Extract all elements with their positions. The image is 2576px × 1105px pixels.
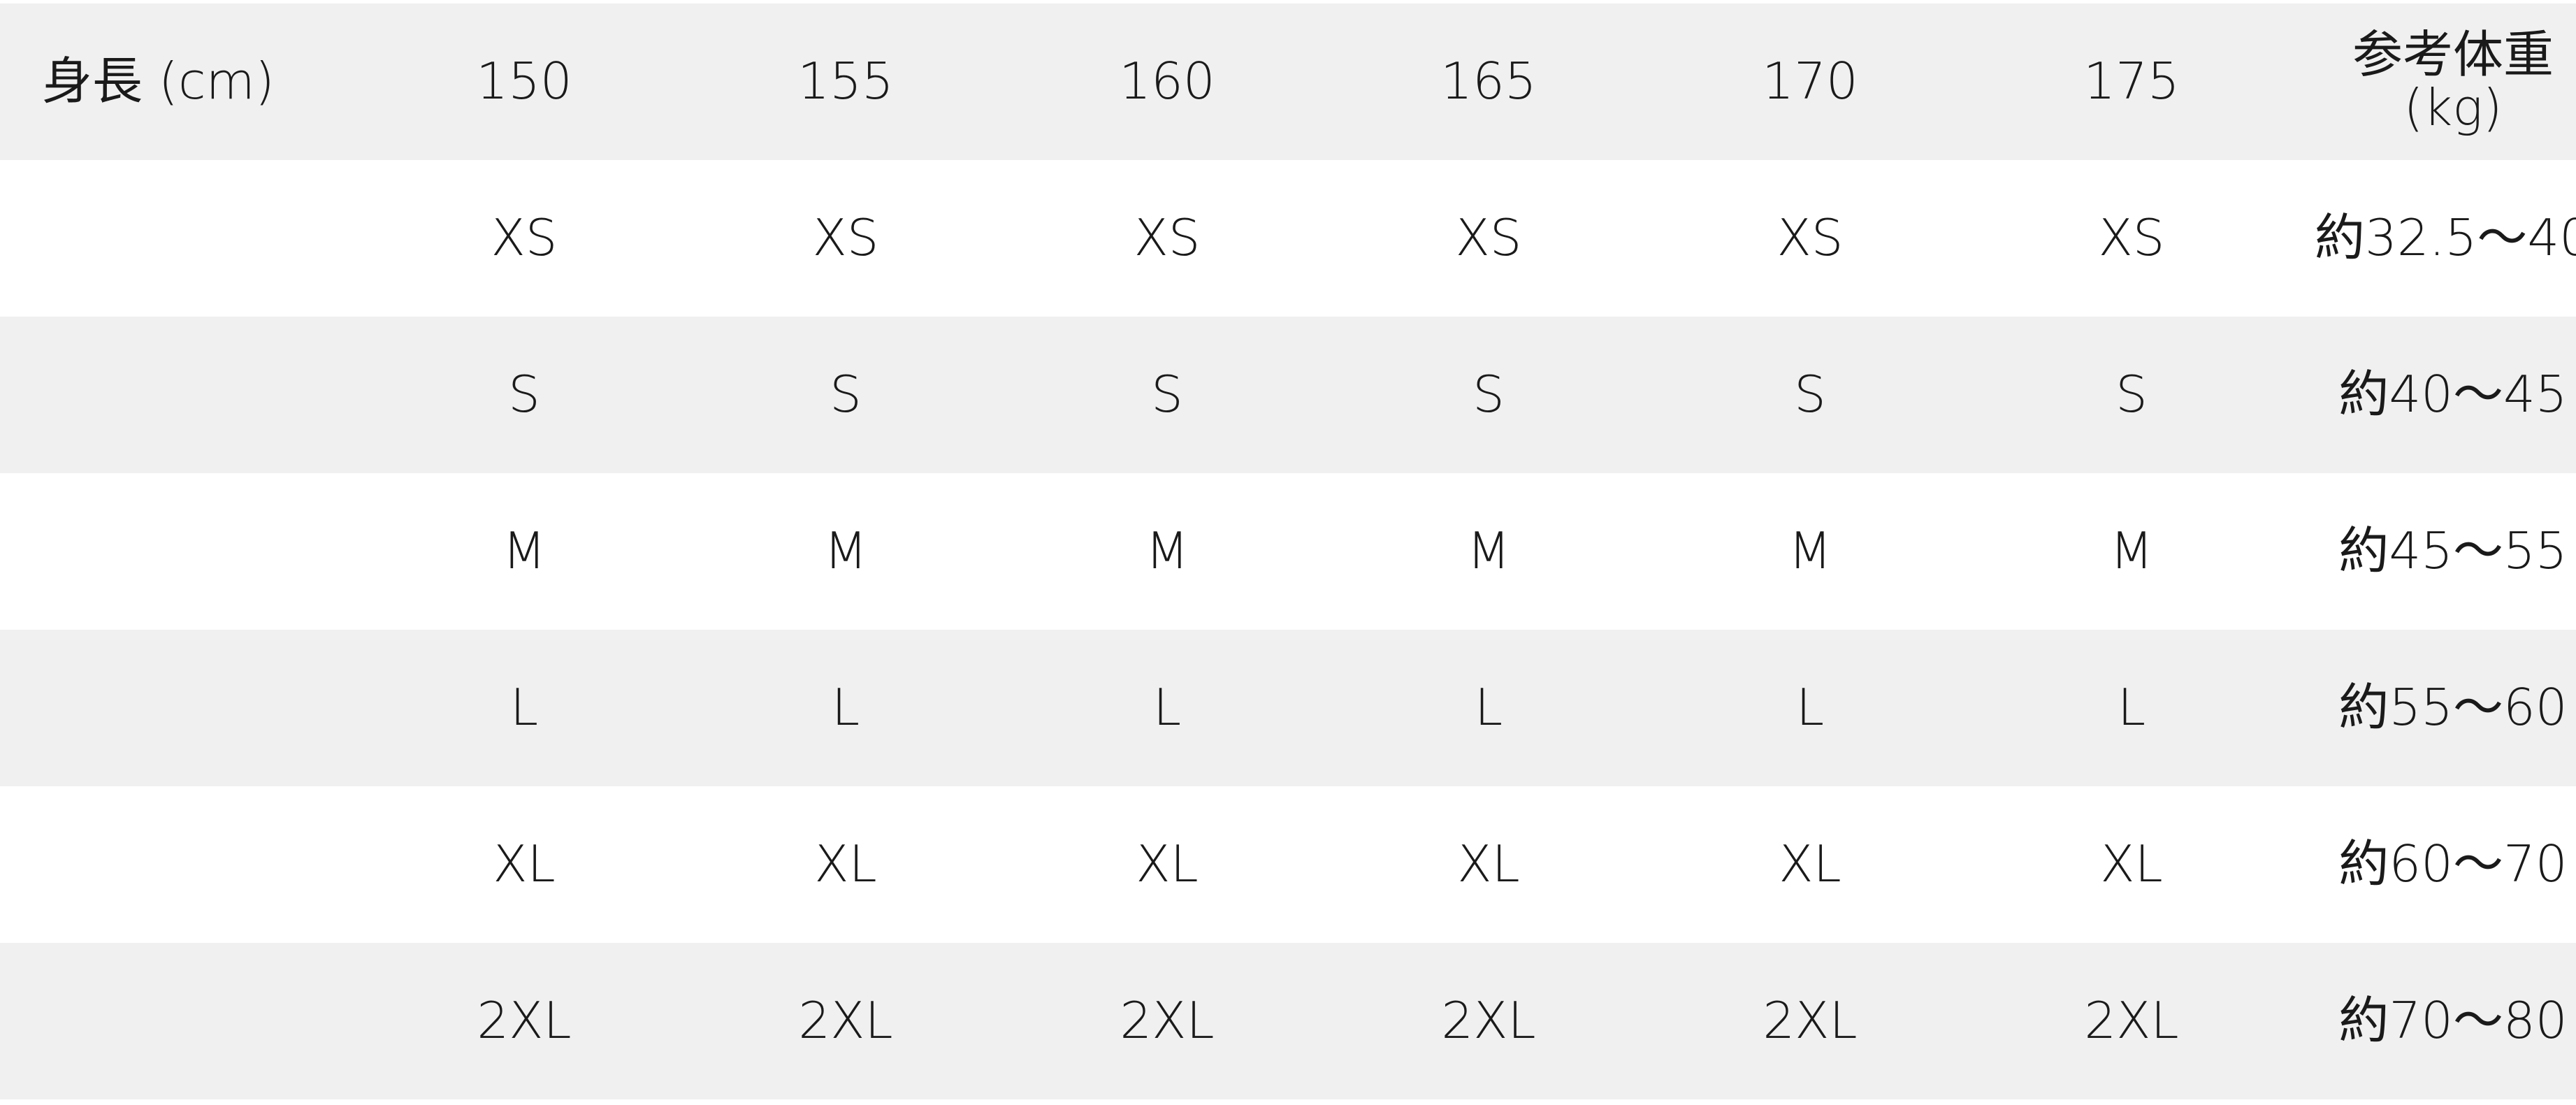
table-row: XL XL XL XL XL XL 約60〜70	[0, 786, 2576, 943]
size-chart-table: 身長 (cm) 150 155 160 165 170 175 参考体重 (kg…	[0, 3, 2576, 1099]
size-cell: M	[1006, 473, 1328, 630]
size-cell: XS	[1328, 160, 1649, 317]
height-170: 170	[1649, 3, 1971, 160]
size-cell: XS	[1006, 160, 1328, 317]
size-cell: S	[1971, 317, 2292, 473]
weight-label-line1: 参考体重	[2352, 25, 2554, 85]
weight-cell: 約32.5〜40	[2292, 160, 2576, 317]
size-cell: L	[1971, 630, 2292, 786]
row-label-empty	[0, 160, 363, 317]
size-cell: L	[1328, 630, 1649, 786]
size-cell: 2XL	[1649, 943, 1971, 1099]
weight-cell: 約40〜45	[2292, 317, 2576, 473]
height-160: 160	[1006, 3, 1328, 160]
table-row: M M M M M M 約45〜55	[0, 473, 2576, 630]
size-cell: M	[1328, 473, 1649, 630]
size-cell: 2XL	[1006, 943, 1328, 1099]
weight-label: 参考体重 (kg)	[2292, 3, 2576, 160]
row-label-empty	[0, 473, 363, 630]
size-cell: 2XL	[363, 943, 685, 1099]
size-cell: L	[1006, 630, 1328, 786]
height-155: 155	[685, 3, 1006, 160]
size-cell: S	[1006, 317, 1328, 473]
height-175: 175	[1971, 3, 2292, 160]
size-cell: XL	[363, 786, 685, 943]
row-label-empty	[0, 786, 363, 943]
size-cell: 2XL	[685, 943, 1006, 1099]
table-row: XS XS XS XS XS XS 約32.5〜40	[0, 160, 2576, 317]
height-label: 身長 (cm)	[0, 3, 363, 160]
weight-cell: 約70〜80	[2292, 943, 2576, 1099]
size-cell: M	[363, 473, 685, 630]
table-row: S S S S S S 約40〜45	[0, 317, 2576, 473]
table-row: 2XL 2XL 2XL 2XL 2XL 2XL 約70〜80	[0, 943, 2576, 1099]
size-cell: 2XL	[1328, 943, 1649, 1099]
weight-cell: 約60〜70	[2292, 786, 2576, 943]
size-cell: L	[1649, 630, 1971, 786]
size-cell: XL	[1971, 786, 2292, 943]
height-150: 150	[363, 3, 685, 160]
row-label-empty	[0, 943, 363, 1099]
size-cell: XS	[1649, 160, 1971, 317]
size-cell: XL	[1006, 786, 1328, 943]
size-cell: XL	[685, 786, 1006, 943]
size-cell: 2XL	[1971, 943, 2292, 1099]
size-cell: XL	[1649, 786, 1971, 943]
row-label-empty	[0, 317, 363, 473]
size-cell: XS	[1971, 160, 2292, 317]
size-cell: M	[1971, 473, 2292, 630]
weight-label-line2: (kg)	[2403, 78, 2503, 137]
header-row: 身長 (cm) 150 155 160 165 170 175 参考体重 (kg…	[0, 3, 2576, 160]
size-cell: M	[685, 473, 1006, 630]
table-row: L L L L L L 約55〜60	[0, 630, 2576, 786]
size-cell: S	[685, 317, 1006, 473]
weight-cell: 約45〜55	[2292, 473, 2576, 630]
size-cell: S	[363, 317, 685, 473]
size-cell: XS	[685, 160, 1006, 317]
size-cell: M	[1649, 473, 1971, 630]
size-cell: L	[685, 630, 1006, 786]
size-cell: L	[363, 630, 685, 786]
size-cell: S	[1649, 317, 1971, 473]
size-cell: XS	[363, 160, 685, 317]
height-165: 165	[1328, 3, 1649, 160]
weight-cell: 約55〜60	[2292, 630, 2576, 786]
size-cell: XL	[1328, 786, 1649, 943]
size-cell: S	[1328, 317, 1649, 473]
row-label-empty	[0, 630, 363, 786]
